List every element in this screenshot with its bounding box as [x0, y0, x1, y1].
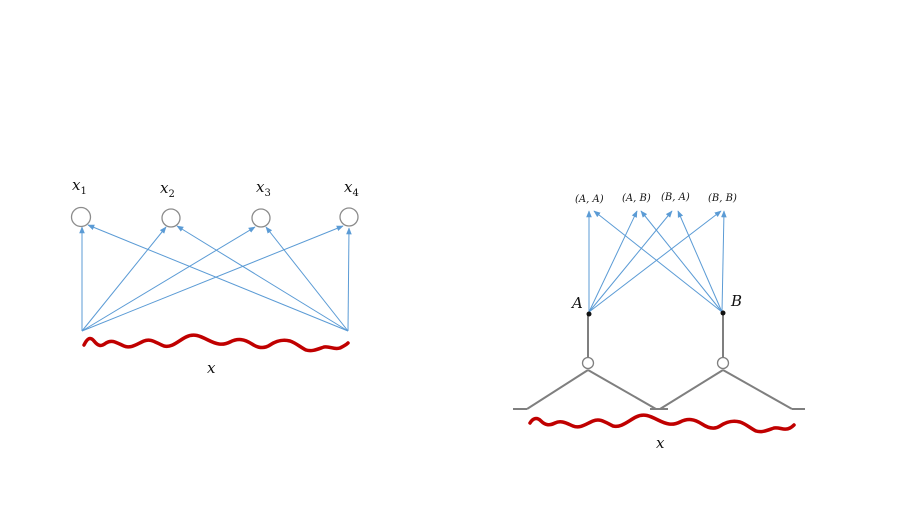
- right-joints: [581, 356, 730, 370]
- arrow-l-to-x2: [81, 226, 167, 332]
- right-diagram: [513, 210, 805, 434]
- joint-A: [581, 356, 595, 370]
- node-label-x2: x2: [160, 179, 175, 200]
- point-A-dot: [586, 311, 592, 317]
- arrow-B-to-BA: [677, 210, 723, 313]
- left-nodes: [70, 206, 359, 228]
- arrow-l-to-x3: [81, 226, 256, 332]
- arrow-l-to-x4: [81, 225, 344, 332]
- arrow-A-to-BA: [588, 210, 673, 313]
- arrow-r-to-x3: [265, 226, 349, 332]
- output-label-BB: (B, B): [708, 193, 737, 204]
- arrow-A-to-BB: [588, 210, 722, 313]
- arrow-r-to-x4: [346, 227, 352, 332]
- left-signal-wave: [82, 333, 350, 353]
- node-label-x1: x1: [72, 176, 87, 197]
- leg-a-right: [587, 369, 657, 410]
- point-label-B: B: [731, 292, 743, 310]
- arrow-B-to-AA: [593, 210, 723, 313]
- arrow-r-to-x1: [87, 224, 349, 332]
- right-signal-wave: [528, 413, 796, 434]
- leg-b-left: [659, 369, 724, 410]
- node-x3: [251, 208, 271, 228]
- output-label-AB: (A, B): [622, 193, 651, 204]
- node-x2: [161, 208, 181, 228]
- arrow-A-to-AB: [588, 210, 638, 313]
- right-structure: [513, 314, 805, 410]
- leg-a-left: [526, 369, 589, 410]
- right-signal-label: x: [656, 434, 665, 452]
- point-label-A: A: [572, 294, 583, 312]
- left-signal-label: x: [207, 359, 216, 377]
- right-arrows: [586, 210, 727, 313]
- arrow-r-to-x2: [176, 225, 349, 332]
- left-arrows: [79, 224, 352, 332]
- node-x4: [339, 207, 359, 227]
- joint-B: [716, 356, 730, 370]
- output-label-BA: (B, A): [661, 192, 690, 203]
- node-label-x4: x4: [344, 178, 359, 199]
- point-B-dot: [720, 310, 726, 316]
- leg-b-right: [722, 369, 793, 410]
- arrow-B-to-AB: [640, 210, 723, 313]
- left-diagram: [70, 206, 359, 353]
- node-label-x3: x3: [256, 178, 271, 199]
- node-x1: [70, 206, 92, 228]
- arrow-B-to-BB: [721, 210, 727, 313]
- output-label-AA: (A, A): [575, 194, 604, 205]
